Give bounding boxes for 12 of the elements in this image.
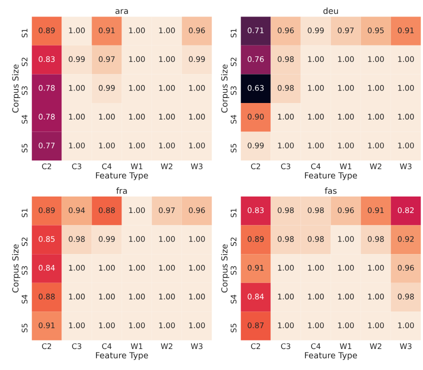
x-axis-title: Feature Type — [96, 172, 148, 180]
chart-title: fas — [324, 187, 337, 194]
chart-title: fra — [116, 187, 127, 194]
x-axis-title: Feature Type — [96, 352, 148, 360]
y-axis-title: Corpus Size — [221, 64, 230, 113]
chart-title: ara — [115, 9, 128, 14]
y-axis-title: Corpus Size — [221, 244, 230, 292]
y-axis-title: Corpus Size — [12, 244, 20, 292]
chart-title: deu — [323, 8, 338, 14]
x-axis-title: Feature Type — [304, 352, 357, 360]
x-axis-title: Feature Type — [304, 172, 357, 180]
y-axis-title: Corpus Size — [12, 64, 20, 113]
